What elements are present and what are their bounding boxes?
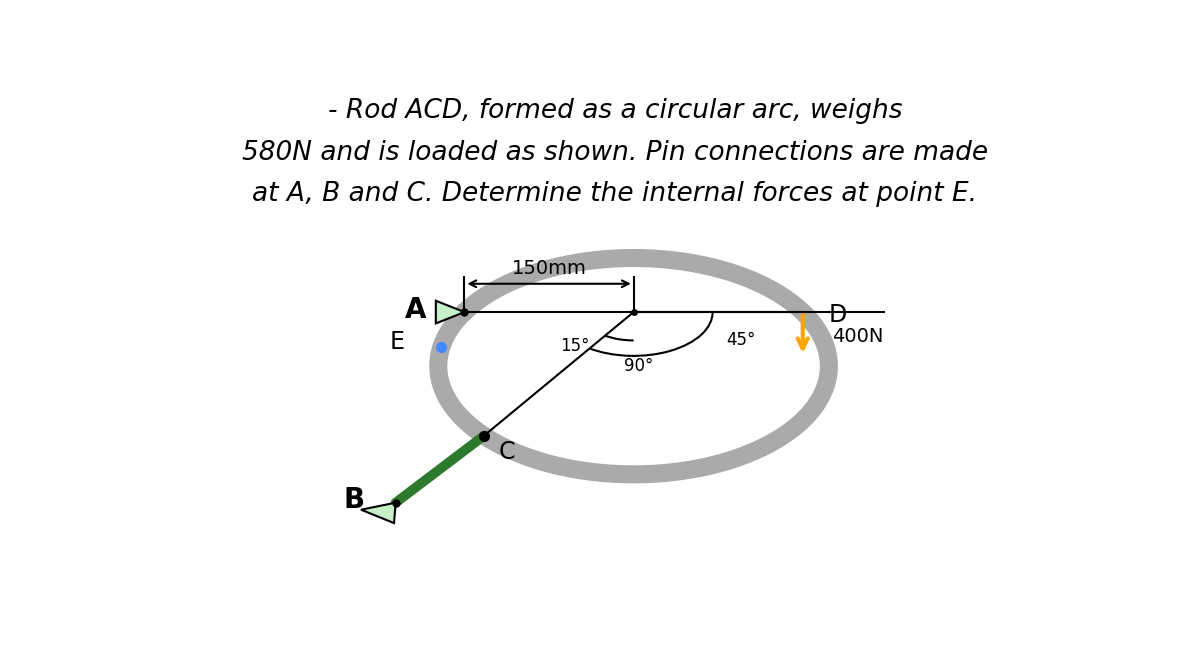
- Polygon shape: [361, 502, 396, 523]
- Text: 90°: 90°: [624, 357, 653, 375]
- Polygon shape: [436, 301, 464, 323]
- Text: A: A: [406, 296, 427, 324]
- Text: 580N and is loaded as shown. Pin connections are made: 580N and is loaded as shown. Pin connect…: [242, 140, 988, 165]
- Text: 400N: 400N: [833, 326, 884, 346]
- Text: 45°: 45°: [726, 331, 755, 349]
- Text: D: D: [829, 302, 847, 326]
- Text: 150mm: 150mm: [511, 259, 587, 278]
- Text: C: C: [499, 440, 516, 464]
- Text: at A, B and C. Determine the internal forces at point E.: at A, B and C. Determine the internal fo…: [252, 181, 978, 207]
- Text: E: E: [389, 330, 404, 355]
- Text: B: B: [343, 486, 365, 514]
- Text: - Rod ACD, formed as a circular arc, weighs: - Rod ACD, formed as a circular arc, wei…: [328, 98, 902, 124]
- Text: 15°: 15°: [560, 337, 589, 355]
